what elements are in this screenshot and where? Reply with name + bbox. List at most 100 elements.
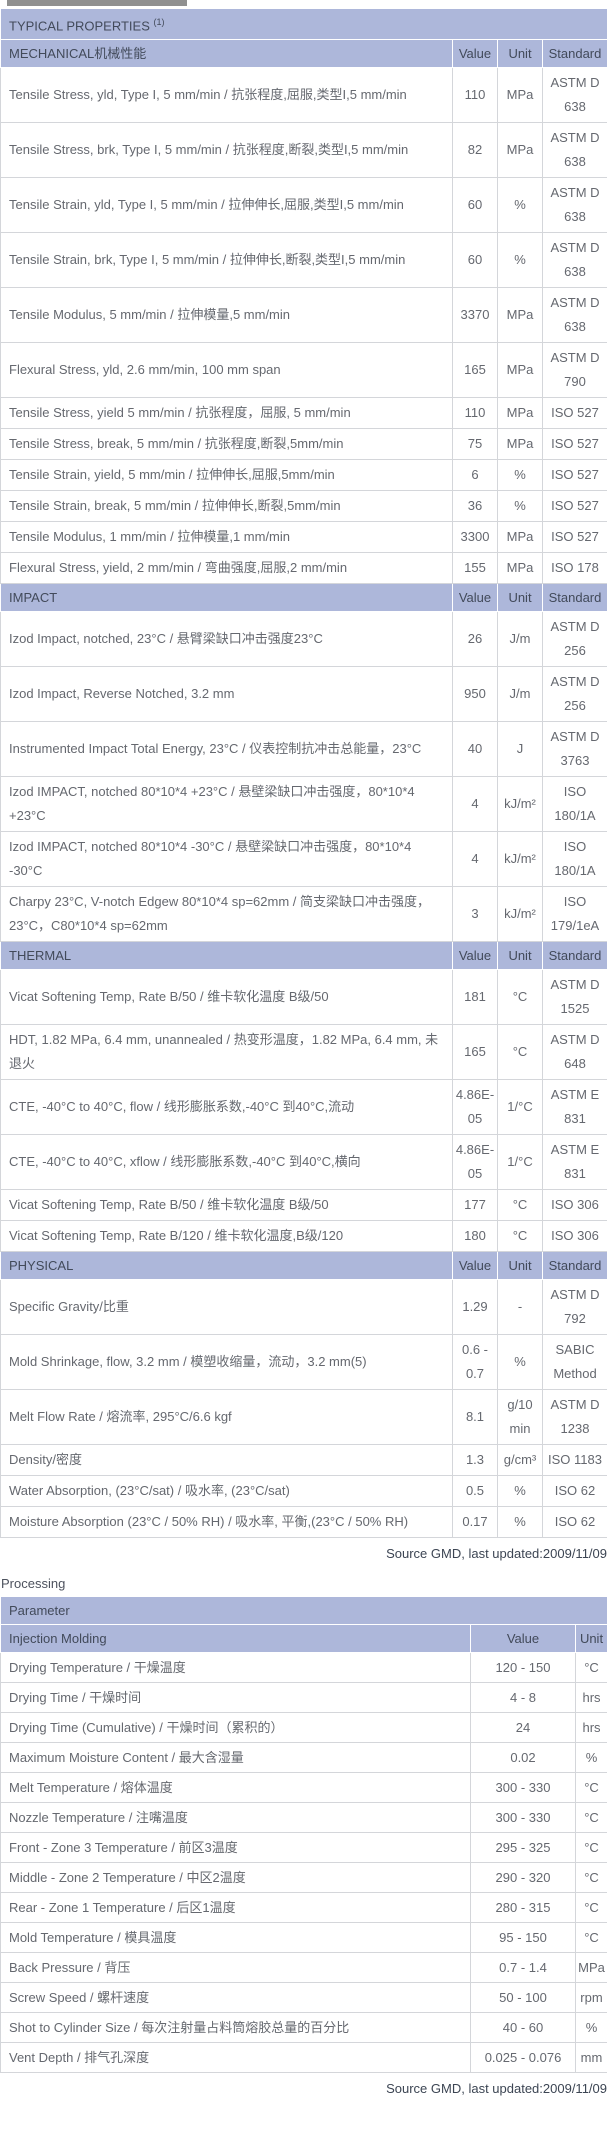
table-row: Flexural Stress, yld, 2.6 mm/min, 100 mm… [0, 342, 607, 399]
value-cell: 155 [452, 552, 498, 585]
injection-molding-label: Injection Molding [0, 1624, 471, 1654]
property-name-cell: Tensile Modulus, 5 mm/min / 拉伸模量,5 mm/mi… [0, 287, 453, 344]
table-row: Flexural Stress, yield, 2 mm/min / 弯曲强度,… [0, 552, 607, 585]
property-name-cell: Tensile Strain, brk, Type I, 5 mm/min / … [0, 232, 453, 289]
property-name-cell: Instrumented Impact Total Energy, 23°C /… [0, 721, 453, 778]
unit-cell: MPa [497, 428, 543, 461]
table-row: HDT, 1.82 MPa, 6.4 mm, unannealed / 热变形温… [0, 1024, 607, 1081]
property-name-cell: PHYSICAL [0, 1251, 453, 1281]
unit-cell: MPa [575, 1952, 607, 1984]
value-cell: 50 - 100 [470, 1982, 576, 2014]
property-name-cell: HDT, 1.82 MPa, 6.4 mm, unannealed / 热变形温… [0, 1024, 453, 1081]
unit-cell: % [497, 1475, 543, 1508]
parameter-name-cell: Nozzle Temperature / 注嘴温度 [0, 1802, 471, 1834]
property-name-cell: Izod IMPACT, notched 80*10*4 +23°C / 悬壁梁… [0, 776, 453, 833]
table-row: Nozzle Temperature / 注嘴温度 300 - 330 °C [0, 1802, 607, 1834]
standard-cell: ASTM E 831 [542, 1079, 607, 1136]
property-name-cell: Tensile Stress, yield 5 mm/min / 抗张程度，屈服… [0, 397, 453, 430]
typical-properties-table: TYPICAL PROPERTIES (1) MECHANICAL机械性能 Va… [0, 7, 607, 1539]
table-row: Maximum Moisture Content / 最大含湿量 0.02 % [0, 1742, 607, 1774]
property-name-cell: Vicat Softening Temp, Rate B/120 / 维卡软化温… [0, 1220, 453, 1253]
property-name-cell: Tensile Stress, yld, Type I, 5 mm/min / … [0, 67, 453, 124]
table-row: Vicat Softening Temp, Rate B/120 / 维卡软化温… [0, 1220, 607, 1253]
property-name-cell: Tensile Strain, break, 5 mm/min / 拉伸伸长,断… [0, 490, 453, 523]
value-cell: 1.3 [452, 1444, 498, 1477]
parameter-name-cell: Vent Depth / 排气孔深度 [0, 2042, 471, 2074]
table-row: Tensile Strain, yield, 5 mm/min / 拉伸伸长,屈… [0, 459, 607, 492]
table-row: Moisture Absorption (23°C / 50% RH) / 吸水… [0, 1506, 607, 1539]
unit-cell: Unit [497, 583, 543, 613]
table-row: MECHANICAL机械性能 Value Unit Standard [0, 39, 607, 69]
table-row: Tensile Modulus, 1 mm/min / 拉伸模量,1 mm/mi… [0, 521, 607, 554]
value-cell: 95 - 150 [470, 1922, 576, 1954]
table-row: Tensile Strain, brk, Type I, 5 mm/min / … [0, 232, 607, 289]
unit-cell: MPa [497, 521, 543, 554]
standard-cell: ISO 527 [542, 459, 607, 492]
unit-cell: kJ/m² [497, 886, 543, 943]
unit-cell: °C [575, 1862, 607, 1894]
value-cell: 36 [452, 490, 498, 523]
value-cell: 3370 [452, 287, 498, 344]
unit-cell: °C [497, 1024, 543, 1081]
unit-cell: °C [497, 1189, 543, 1222]
property-name-cell: CTE, -40°C to 40°C, flow / 线形膨胀系数,-40°C … [0, 1079, 453, 1136]
standard-cell: ISO 527 [542, 428, 607, 461]
table-row: Density/密度 1.3 g/cm³ ISO 1183 [0, 1444, 607, 1477]
value-cell: 8.1 [452, 1389, 498, 1446]
table-row: Rear - Zone 1 Temperature / 后区1温度 280 - … [0, 1892, 607, 1924]
standard-cell: ASTM D 790 [542, 342, 607, 399]
unit-cell: % [575, 2012, 607, 2044]
table-title-row: TYPICAL PROPERTIES (1) [0, 7, 607, 41]
unit-cell: 1/°C [497, 1079, 543, 1136]
table-row: Shot to Cylinder Size / 每次注射量占料筒熔胶总量的百分比… [0, 2012, 607, 2044]
value-cell: 295 - 325 [470, 1832, 576, 1864]
value-cell: 180 [452, 1220, 498, 1253]
standard-cell: ISO 62 [542, 1506, 607, 1539]
unit-cell: °C [575, 1802, 607, 1834]
value-cell: 300 - 330 [470, 1802, 576, 1834]
unit-cell: MPa [497, 122, 543, 179]
standard-cell: ASTM D 648 [542, 1024, 607, 1081]
property-name-cell: Water Absorption, (23°C/sat) / 吸水率, (23°… [0, 1475, 453, 1508]
unit-cell: g/cm³ [497, 1444, 543, 1477]
standard-cell: Standard [542, 583, 607, 613]
parameter-name-cell: Shot to Cylinder Size / 每次注射量占料筒熔胶总量的百分比 [0, 2012, 471, 2044]
value-cell: 82 [452, 122, 498, 179]
value-cell: 300 - 330 [470, 1772, 576, 1804]
value-cell: 0.5 [452, 1475, 498, 1508]
property-name-cell: Izod IMPACT, notched 80*10*4 -30°C / 悬壁梁… [0, 831, 453, 888]
table-row: Drying Time (Cumulative) / 干燥时间（累积的） 24 … [0, 1712, 607, 1744]
property-name-cell: Izod Impact, notched, 23°C / 悬臂梁缺口冲击强度23… [0, 611, 453, 668]
standard-cell: ASTM D 638 [542, 122, 607, 179]
value-cell: 3 [452, 886, 498, 943]
value-cell: 165 [452, 342, 498, 399]
standard-cell: ASTM D 792 [542, 1279, 607, 1336]
table-row: Tensile Modulus, 5 mm/min / 拉伸模量,5 mm/mi… [0, 287, 607, 344]
value-column-header: Value [470, 1624, 576, 1654]
value-cell: 60 [452, 232, 498, 289]
property-name-cell: Moisture Absorption (23°C / 50% RH) / 吸水… [0, 1506, 453, 1539]
table-row: CTE, -40°C to 40°C, flow / 线形膨胀系数,-40°C … [0, 1079, 607, 1136]
value-cell: 290 - 320 [470, 1862, 576, 1894]
unit-cell: MPa [497, 552, 543, 585]
standard-cell: ISO 306 [542, 1220, 607, 1253]
table-title: TYPICAL PROPERTIES (1) [0, 7, 607, 41]
value-cell: Value [452, 941, 498, 971]
unit-cell: % [497, 490, 543, 523]
unit-cell: kJ/m² [497, 831, 543, 888]
table-row: Tensile Strain, break, 5 mm/min / 拉伸伸长,断… [0, 490, 607, 523]
table-row: Back Pressure / 背压 0.7 - 1.4 MPa [0, 1952, 607, 1984]
standard-cell: ISO 62 [542, 1475, 607, 1508]
unit-cell: % [497, 232, 543, 289]
unit-cell: % [497, 177, 543, 234]
unit-cell: MPa [497, 397, 543, 430]
unit-cell: MPa [497, 287, 543, 344]
value-cell: 4 [452, 776, 498, 833]
parameter-name-cell: Back Pressure / 背压 [0, 1952, 471, 1984]
parameter-name-cell: Screw Speed / 螺杆速度 [0, 1982, 471, 2014]
table-row: Izod Impact, Reverse Notched, 3.2 mm 950… [0, 666, 607, 723]
property-name-cell: Tensile Strain, yield, 5 mm/min / 拉伸伸长,屈… [0, 459, 453, 492]
value-cell: Value [452, 39, 498, 69]
table-row: IMPACT Value Unit Standard [0, 583, 607, 613]
